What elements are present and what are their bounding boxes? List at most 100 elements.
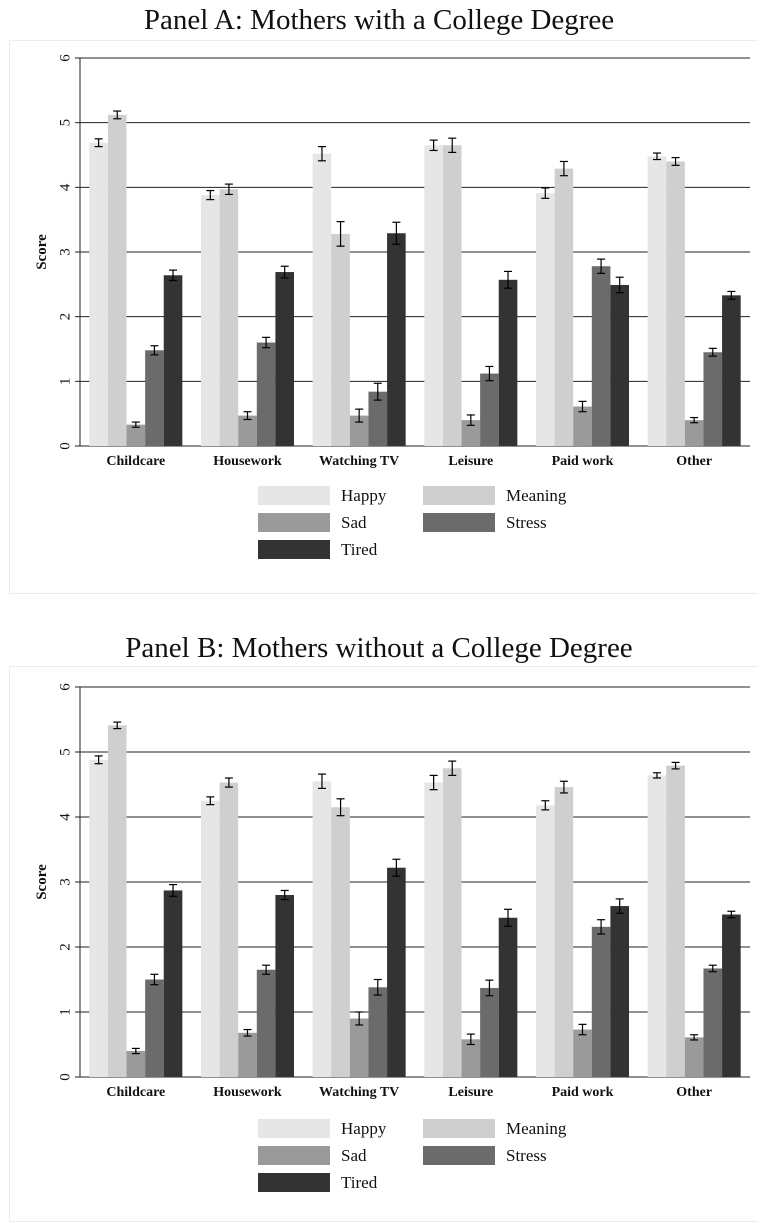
panel-a-category-label: Paid work [552, 454, 614, 469]
panel-b-title: Panel B: Mothers without a College Degre… [125, 632, 633, 664]
panel-a-bar-happy [89, 142, 108, 447]
panel-b-category-label: Leisure [448, 1085, 493, 1100]
panel-a-bar-meaning [219, 189, 239, 447]
panel-a-bar-happy [424, 145, 443, 447]
panel-a-y-tick-label: 4 [57, 183, 73, 191]
panel-a-y-tick-label: 6 [57, 54, 73, 62]
panel-a-category-label: Housework [213, 454, 282, 469]
panel-b-bar-meaning [107, 725, 127, 1077]
panel-b-y-tick-label: 1 [57, 1008, 73, 1016]
panel-b-bar-happy [647, 775, 667, 1077]
panel-a-bar-sad [238, 415, 257, 446]
panel-a-legend-label-stress: Stress [506, 513, 547, 532]
panel-b-bar-sad [126, 1051, 146, 1077]
panel-b-bar-meaning [219, 782, 239, 1077]
panel-b-legend-swatch-stress [423, 1146, 495, 1165]
panel-b-y-tick-label: 3 [57, 878, 73, 886]
panel-a-legend-swatch-stress [423, 513, 495, 532]
panel-a-bar-tired [498, 279, 518, 446]
panel-b-y-tick-label: 5 [57, 748, 73, 756]
panel-a-bar-meaning [442, 145, 462, 447]
panel-a-title: Panel A: Mothers with a College Degree [143, 4, 615, 36]
panel-b-category-label: Paid work [552, 1085, 614, 1100]
panel-a-bar-tired [275, 272, 294, 446]
panel-b-legend-swatch-happy [258, 1119, 330, 1138]
panel-b-bar-tired [722, 914, 741, 1077]
panel-b-legend-label-meaning: Meaning [506, 1119, 567, 1138]
panel-b-bar-stress [480, 987, 499, 1077]
panel-a-y-axis-title: Score [34, 234, 50, 270]
panel-a-bar-stress [480, 373, 499, 446]
panel-b-y-axis-title: Score [34, 864, 50, 900]
panel-b-bar-meaning [331, 807, 350, 1077]
panel-b-legend-label-sad: Sad [341, 1146, 367, 1165]
panel-b-category-label: Watching TV [319, 1085, 399, 1100]
panel-b-legend-label-tired: Tired [341, 1173, 378, 1192]
panel-a-category-label: Leisure [448, 454, 493, 469]
panel-a-bar-tired [722, 295, 741, 446]
panel-a-legend-label-happy: Happy [341, 486, 387, 505]
panel-b-y-tick-label: 2 [57, 943, 73, 951]
panel-b-bar-meaning [554, 787, 574, 1077]
panel-b-bar-stress [368, 987, 388, 1077]
panel-a-bar-meaning [331, 233, 350, 446]
panel-b-legend-swatch-tired [258, 1173, 330, 1192]
panel-a-chart: 0 1 2 3 4 5 6 Score Childcare Housework Watching T… [34, 54, 750, 559]
panel-b-category-label: Childcare [106, 1085, 165, 1100]
panel-b-legend-label-happy: Happy [341, 1119, 387, 1138]
panel-a-bar-happy [536, 193, 555, 446]
panel-b-bar-stress [145, 979, 164, 1077]
panel-b-bar-happy [312, 781, 332, 1077]
panel-a-bar-meaning [666, 161, 685, 446]
panel-b-bar-happy [424, 782, 443, 1077]
panel-a-bar-happy [312, 153, 332, 446]
panel-a-legend-label-sad: Sad [341, 513, 367, 532]
panel-a-bar-tired [163, 275, 183, 446]
panel-a-bar-sad [573, 406, 592, 446]
panel-b-chart: 0 1 2 3 4 5 6 Score Childcare Housework Watching T… [34, 683, 750, 1192]
panel-b-legend-swatch-meaning [423, 1119, 495, 1138]
panel-b-bar-tired [275, 895, 294, 1077]
panel-b-bar-sad [573, 1029, 592, 1077]
panel-b-bar-stress [591, 926, 611, 1077]
panel-b-bar-tired [387, 867, 406, 1077]
panel-a-bar-meaning [554, 168, 574, 446]
panel-b-y-tick-label: 0 [57, 1073, 73, 1081]
panel-b-bar-tired [498, 917, 518, 1077]
panel-a-bar-tired [387, 233, 406, 446]
panel-a-bar-happy [201, 195, 220, 446]
panel-b-bar-happy [536, 805, 555, 1077]
panel-a-legend-label-meaning: Meaning [506, 486, 567, 505]
panel-a-bar-stress [703, 352, 723, 446]
panel-a-legend-swatch-tired [258, 540, 330, 559]
panel-b-bar-meaning [442, 768, 462, 1077]
panel-b-bar-happy [201, 800, 220, 1077]
panel-a-bar-happy [647, 156, 667, 446]
panel-b-bar-sad [238, 1032, 257, 1077]
panel-b-bar-tired [610, 906, 629, 1077]
panel-a-bar-sad [126, 424, 146, 446]
panel-b-y-tick-label: 6 [57, 683, 73, 691]
panel-b-bar-sad [684, 1037, 704, 1077]
panel-a-bar-sad [461, 420, 481, 446]
panel-a-frame [9, 40, 758, 594]
panel-a-bar-meaning [107, 114, 127, 446]
panel-b-bar-happy [89, 759, 108, 1077]
panel-a-bar-stress [591, 266, 611, 446]
panel-b-bar-sad [461, 1039, 481, 1077]
panel-b-bar-meaning [666, 765, 685, 1077]
panel-a-y-tick-label: 1 [57, 378, 73, 386]
panel-b-legend-swatch-sad [258, 1146, 330, 1165]
panel-a-legend-swatch-happy [258, 486, 330, 505]
panel-b-bar-stress [256, 969, 276, 1077]
panel-a-y-tick-label: 3 [57, 248, 73, 256]
panel-a-legend-swatch-sad [258, 513, 330, 532]
panel-a-y-tick-label: 2 [57, 313, 73, 321]
panel-a-bar-tired [610, 284, 629, 446]
panel-b-bar-stress [703, 968, 723, 1077]
panel-b-bar-tired [163, 890, 183, 1077]
panel-a: Panel A: Mothers with a College Degree 0… [0, 0, 758, 600]
panel-a-bar-stress [256, 342, 276, 446]
panel-b-legend-label-stress: Stress [506, 1146, 547, 1165]
panel-a-bar-stress [368, 391, 388, 446]
